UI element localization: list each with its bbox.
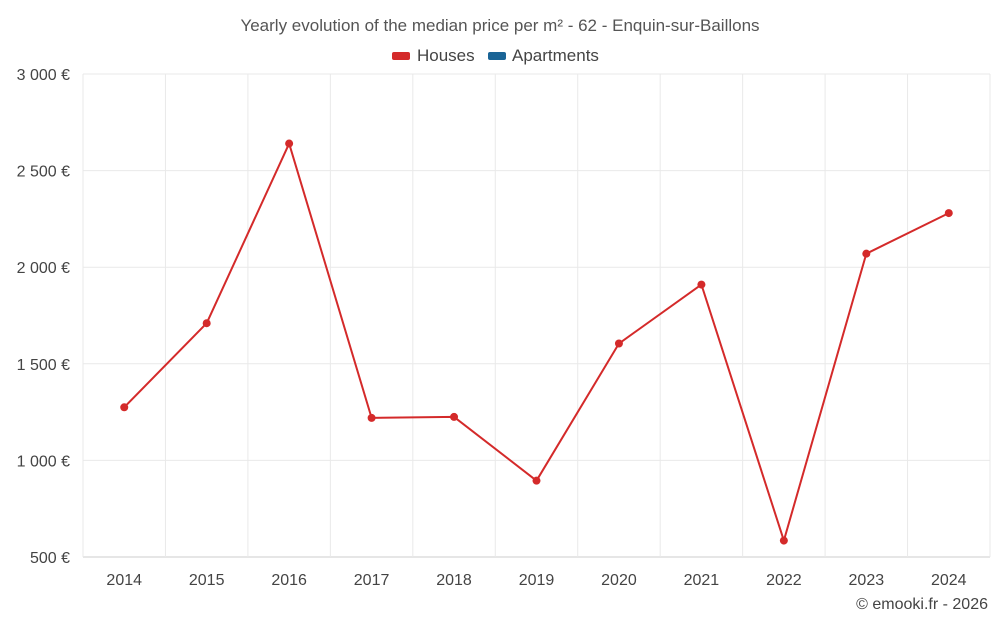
data-point-houses-2021[interactable]	[697, 280, 706, 289]
data-point-houses-2016[interactable]	[285, 139, 294, 148]
data-point-houses-2018[interactable]	[450, 412, 459, 421]
x-tick-label: 2023	[849, 572, 885, 589]
x-tick-label: 2019	[519, 572, 555, 589]
data-point-houses-2015[interactable]	[202, 319, 211, 328]
y-tick-label: 2 500 €	[17, 164, 70, 181]
legend: Houses Apartments	[392, 46, 599, 65]
x-tick-label: 2018	[436, 572, 472, 589]
series-houses	[120, 139, 953, 545]
legend-item-apartments[interactable]: Apartments	[488, 46, 599, 65]
x-tick-label: 2016	[271, 572, 307, 589]
x-axis-ticks: 2014 2015 2016 2017 2018 2019 2020 2021 2022 2023…	[106, 572, 966, 589]
y-tick-label: 1 000 €	[17, 453, 70, 470]
data-point-houses-2023[interactable]	[862, 249, 871, 258]
data-point-houses-2014[interactable]	[120, 403, 129, 412]
x-tick-label: 2021	[684, 572, 720, 589]
y-tick-label: 3 000 €	[17, 67, 70, 84]
y-tick-label: 500 €	[30, 550, 70, 567]
x-tick-label: 2020	[601, 572, 637, 589]
chart-title: Yearly evolution of the median price per…	[240, 16, 759, 35]
data-point-houses-2024[interactable]	[944, 209, 953, 218]
y-tick-label: 2 000 €	[17, 260, 70, 277]
x-tick-label: 2017	[354, 572, 390, 589]
x-tick-label: 2022	[766, 572, 802, 589]
grid	[82, 73, 991, 558]
x-tick-label: 2024	[931, 572, 967, 589]
legend-swatch-houses	[392, 52, 410, 60]
data-point-houses-2022[interactable]	[779, 536, 788, 545]
legend-label-apartments: Apartments	[512, 46, 599, 65]
legend-swatch-apartments	[488, 52, 506, 60]
y-axis-ticks: 500 € 1 000 € 1 500 € 2 000 € 2 500 € 3 000 €	[17, 67, 70, 567]
data-point-houses-2017[interactable]	[367, 413, 376, 422]
data-point-houses-2020[interactable]	[614, 339, 623, 348]
data-point-houses-2019[interactable]	[532, 476, 541, 485]
legend-item-houses[interactable]: Houses	[392, 46, 475, 65]
y-tick-label: 1 500 €	[17, 357, 70, 374]
x-tick-label: 2015	[189, 572, 225, 589]
legend-label-houses: Houses	[417, 46, 475, 65]
credit-text: © emooki.fr - 2026	[856, 596, 988, 613]
x-tick-label: 2014	[106, 572, 142, 589]
